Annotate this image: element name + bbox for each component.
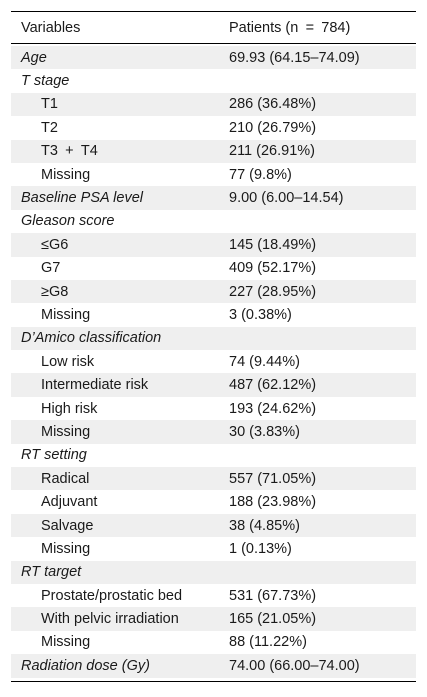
- category-label: Age: [21, 49, 47, 66]
- table-row: High risk 193 (24.62%): [11, 397, 416, 420]
- patient-characteristics-table: Variables Patients (n = 784) Age 69.93 (6…: [11, 11, 416, 682]
- row-value: 38 (4.85%): [229, 517, 300, 534]
- row-value: 30 (3.83%): [229, 423, 300, 440]
- table-row: Missing 88 (11.22%): [11, 631, 416, 654]
- row-value: 188 (23.98%): [229, 494, 317, 511]
- row-value: 3 (0.38%): [229, 306, 292, 323]
- row-label: Missing: [41, 634, 91, 651]
- row-label: Missing: [41, 166, 91, 183]
- row-label: Missing: [41, 306, 91, 323]
- table-row: ≥G8 227 (28.95%): [11, 279, 416, 304]
- row-value: 74 (9.44%): [229, 353, 300, 370]
- table-row: Radical 557 (71.05%): [11, 467, 416, 491]
- row-label: Missing: [41, 540, 91, 557]
- row-label: Missing: [41, 423, 91, 440]
- table-row-category: Baseline PSA level 9.00 (6.00–14.54): [11, 186, 416, 210]
- row-label: Adjuvant: [41, 494, 98, 511]
- row-label: ≤G6: [41, 236, 69, 253]
- table-row-category: Gleason score: [11, 210, 416, 233]
- table-row: Missing 77 (9.8%): [11, 163, 416, 186]
- category-label: Baseline PSA level: [21, 190, 143, 207]
- table-row: G7 409 (52.17%): [11, 257, 416, 280]
- table-row: Missing 1 (0.13%): [11, 537, 416, 560]
- row-value: 286 (36.48%): [229, 96, 317, 113]
- header-variables: Variables: [21, 19, 81, 36]
- row-value: 409 (52.17%): [229, 260, 317, 277]
- row-label: Radical: [41, 470, 90, 487]
- row-value: 77 (9.8%): [229, 166, 292, 183]
- row-label: Intermediate risk: [41, 377, 149, 394]
- row-label: Low risk: [41, 353, 95, 370]
- row-value: 557 (71.05%): [229, 470, 317, 487]
- row-value: 487 (62.12%): [229, 377, 317, 394]
- row-value: 193 (24.62%): [229, 400, 317, 417]
- table-row: ≤G6 145 (18.49%): [11, 233, 416, 257]
- row-value: 74.00 (66.00–74.00): [229, 657, 360, 674]
- table-row: Intermediate risk 487 (62.12%): [11, 373, 416, 397]
- table-row-category: Radiation dose (Gy) 74.00 (66.00–74.00): [11, 654, 416, 678]
- category-label: Gleason score: [21, 213, 115, 230]
- table-row: Low risk 74 (9.44%): [11, 350, 416, 373]
- category-label: Radiation dose (Gy): [21, 657, 150, 674]
- table-row-category: D’Amico classification: [11, 326, 416, 351]
- table-row: Missing 30 (3.83%): [11, 420, 416, 444]
- table-row: T3 + T4 211 (26.91%): [11, 139, 416, 163]
- table-row: T1 286 (36.48%): [11, 92, 416, 117]
- table-body: Age 69.93 (64.15–74.09) T stage T1 286 (36.4…: [11, 44, 416, 681]
- row-value: 88 (11.22%): [229, 634, 307, 651]
- table-row-category: RT target: [11, 560, 416, 584]
- category-label: D’Amico classification: [21, 330, 162, 347]
- row-label: With pelvic irradiation: [41, 611, 179, 628]
- row-value: 145 (18.49%): [229, 236, 317, 253]
- category-label: RT setting: [21, 447, 87, 464]
- row-value: 9.00 (6.00–14.54): [229, 190, 344, 207]
- row-value: 69.93 (64.15–74.09): [229, 49, 360, 66]
- row-label: Prostate/prostatic bed: [41, 587, 183, 604]
- row-value: 227 (28.95%): [229, 283, 317, 300]
- row-label: ≥G8: [41, 283, 69, 300]
- row-label: T2: [41, 119, 58, 136]
- row-label: T3 + T4: [41, 143, 98, 160]
- row-label: G7: [41, 260, 61, 277]
- category-label: T stage: [21, 73, 70, 90]
- table-row-category: RT setting: [11, 444, 416, 467]
- row-value: 210 (26.79%): [229, 119, 317, 136]
- table-row-category: Age 69.93 (64.15–74.09): [11, 46, 416, 70]
- header-patients: Patients (n = 784): [229, 19, 351, 36]
- table-row-category: T stage: [11, 69, 416, 92]
- table-header: Variables Patients (n = 784): [11, 12, 416, 44]
- table-row: Adjuvant 188 (23.98%): [11, 490, 416, 513]
- table-row: Prostate/prostatic bed 531 (67.73%): [11, 584, 416, 607]
- row-value: 531 (67.73%): [229, 587, 317, 604]
- row-value: 211 (26.91%): [229, 143, 315, 160]
- row-label: T1: [41, 96, 58, 113]
- table-row: With pelvic irradiation 165 (21.05%): [11, 607, 416, 631]
- table-row: T2 210 (26.79%): [11, 116, 416, 139]
- row-label: High risk: [41, 400, 98, 417]
- table-row: Missing 3 (0.38%): [11, 303, 416, 326]
- category-label: RT target: [21, 564, 82, 581]
- row-label: Salvage: [41, 517, 94, 534]
- row-value: 1 (0.13%): [229, 540, 292, 557]
- row-value: 165 (21.05%): [229, 611, 317, 628]
- table-row: Salvage 38 (4.85%): [11, 513, 416, 538]
